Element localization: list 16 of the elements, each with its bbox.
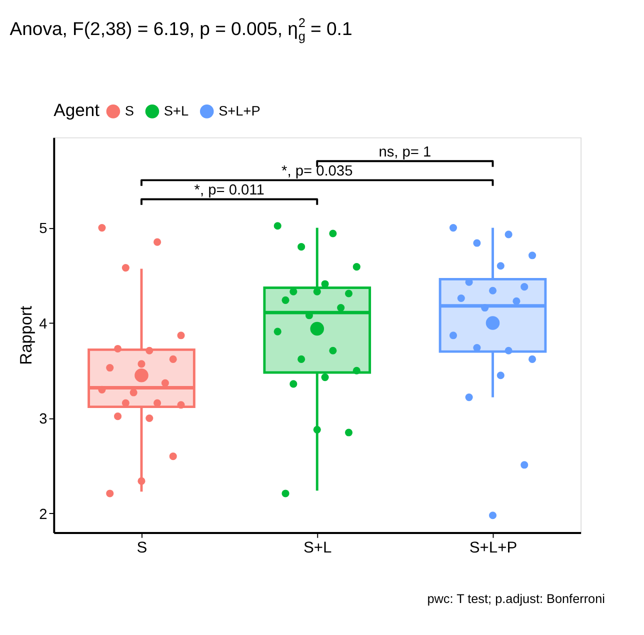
y-tick-label: 5 bbox=[39, 221, 48, 238]
legend-label: S+L+P bbox=[218, 103, 260, 118]
annotation: *, p= 0.011 bbox=[194, 182, 264, 198]
x-tick-label: S bbox=[136, 540, 148, 557]
y-tick-label: 2 bbox=[39, 506, 48, 523]
annotation: *, p= 0.035 bbox=[282, 163, 353, 180]
y-axis-title: Rapport bbox=[16, 306, 36, 365]
legend-title: Agent bbox=[54, 100, 100, 120]
y-tick-label: 3 bbox=[39, 412, 48, 428]
x-tick-label: S+L bbox=[304, 540, 332, 557]
y-tick-label: 4 bbox=[39, 316, 48, 332]
annotation: ns, p= 1 bbox=[378, 144, 432, 160]
x-tick-label: S+L+P bbox=[469, 540, 518, 557]
legend-label: S+L bbox=[164, 103, 190, 118]
legend-label: S bbox=[124, 103, 134, 118]
text: pwc: T test; p.adjust: Bonferroni bbox=[427, 592, 605, 606]
